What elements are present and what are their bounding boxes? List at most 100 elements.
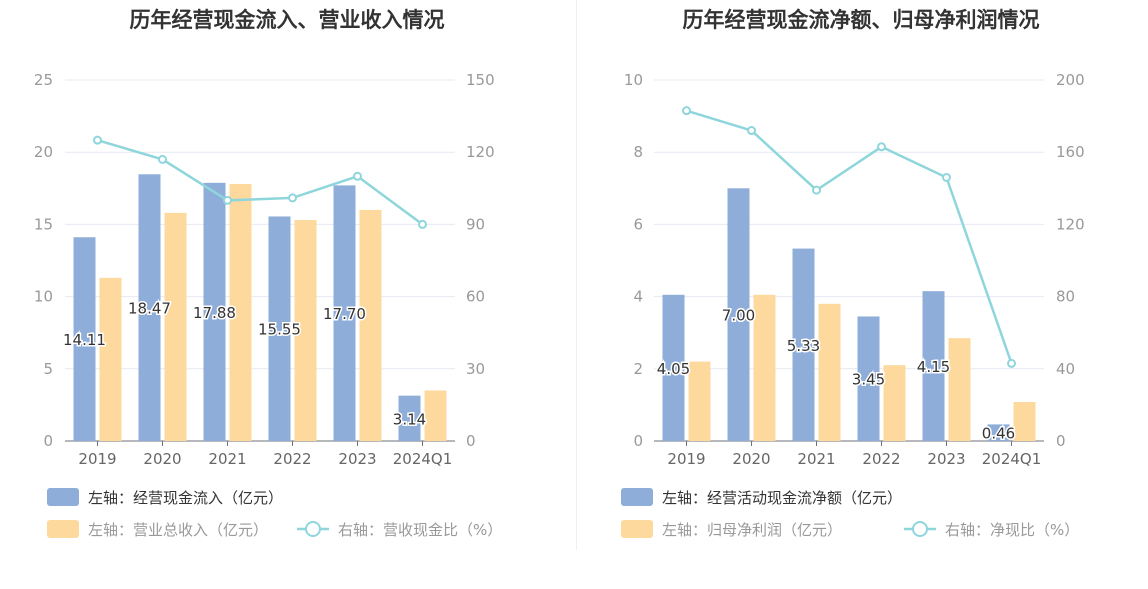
legend-label: 左轴：经营现金流入（亿元） <box>88 489 283 507</box>
right-axis-tick-label: 120 <box>1056 215 1085 233</box>
legend-label: 左轴：营业总收入（亿元） <box>88 521 268 539</box>
bar <box>294 220 317 441</box>
right-axis-tick-label: 120 <box>466 143 495 161</box>
bar <box>727 188 750 441</box>
x-axis-tick-label: 2020 <box>143 450 181 468</box>
panel-divider <box>576 0 577 550</box>
line-point <box>877 142 886 152</box>
bar <box>883 365 906 441</box>
bar <box>662 294 685 441</box>
bar <box>268 216 291 441</box>
legend-label: 右轴：营收现金比（%） <box>338 521 502 539</box>
line-point <box>418 219 427 229</box>
left-axis-tick-label: 6 <box>633 215 643 233</box>
legend-marker <box>912 521 928 537</box>
data-label: 14.11 <box>63 331 106 349</box>
chart-panel-cashflow-revenue: 历年经营现金流入、营业收入情况 0 0 5 30 10 60 15 90 20 120 25 150 2… <box>34 8 502 539</box>
right-axis-tick-label: 60 <box>466 288 485 306</box>
data-label: 15.55 <box>258 321 301 339</box>
x-axis-tick-label: 2019 <box>667 450 705 468</box>
bar <box>164 212 187 441</box>
bar <box>333 185 356 441</box>
data-label: 3.14 <box>393 410 426 428</box>
legend-label: 左轴：经营活动现金流净额（亿元） <box>662 489 902 507</box>
line-point <box>747 126 756 136</box>
left-axis-tick-label: 0 <box>43 432 53 450</box>
legend-label: 右轴：净现比（%） <box>945 521 1079 539</box>
chart-svg: 0 0 5 30 10 60 15 90 20 120 25 150 2019 2020 2021 2022 2… <box>34 71 502 539</box>
right-axis-tick-label: 80 <box>1056 288 1075 306</box>
bar <box>948 338 971 441</box>
line-point <box>1007 358 1016 368</box>
bar <box>922 291 945 441</box>
data-label: 17.88 <box>193 304 236 322</box>
bar <box>73 237 96 441</box>
legend-swatch <box>47 488 79 506</box>
left-axis-tick-label: 10 <box>34 288 53 306</box>
left-axis-tick-label: 25 <box>34 71 53 89</box>
data-label: 3.45 <box>852 371 885 389</box>
data-label: 17.70 <box>323 305 366 323</box>
chart-title: 历年经营现金流入、营业收入情况 <box>129 8 445 32</box>
data-label: 4.15 <box>917 358 950 376</box>
bar <box>359 209 382 441</box>
x-axis-tick-label: 2020 <box>732 450 770 468</box>
right-axis-tick-label: 200 <box>1056 71 1085 89</box>
data-label: 18.47 <box>128 300 171 318</box>
x-axis-tick-label: 2024Q1 <box>982 450 1042 468</box>
bar <box>424 390 447 441</box>
data-label: 5.33 <box>787 337 820 355</box>
line-point <box>223 195 232 205</box>
right-axis-tick-label: 90 <box>466 215 485 233</box>
right-axis-tick-label: 30 <box>466 360 485 378</box>
data-label: 4.05 <box>657 360 690 378</box>
data-label: 7.00 <box>722 307 755 325</box>
line-point <box>158 154 167 164</box>
left-axis-tick-label: 20 <box>34 143 53 161</box>
bar <box>1013 402 1036 441</box>
left-axis-tick-label: 5 <box>43 360 53 378</box>
right-axis-tick-label: 150 <box>466 71 495 89</box>
bar <box>688 361 711 441</box>
x-axis-tick-label: 2021 <box>208 450 246 468</box>
x-axis-tick-label: 2023 <box>927 450 965 468</box>
bar <box>818 303 841 441</box>
right-axis-tick-label: 40 <box>1056 360 1075 378</box>
legend-swatch <box>621 520 653 538</box>
bar <box>203 182 226 441</box>
bar <box>99 277 122 441</box>
x-axis-tick-label: 2019 <box>78 450 116 468</box>
bar <box>987 424 1010 441</box>
bar <box>753 294 776 441</box>
right-axis-tick-label: 0 <box>466 432 476 450</box>
left-axis-tick-label: 2 <box>633 360 643 378</box>
right-axis-tick-label: 160 <box>1056 143 1085 161</box>
line-point <box>93 135 102 145</box>
x-axis-tick-label: 2024Q1 <box>393 450 453 468</box>
legend-marker <box>305 521 321 537</box>
legend-label: 左轴：归母净利润（亿元） <box>662 521 842 539</box>
legend-swatch <box>47 520 79 538</box>
left-axis-tick-label: 15 <box>34 215 53 233</box>
x-axis-tick-label: 2022 <box>273 450 311 468</box>
bar <box>138 174 161 441</box>
left-axis-tick-label: 4 <box>633 288 643 306</box>
line-point <box>682 106 691 116</box>
bar <box>857 316 880 441</box>
line-point <box>942 172 951 182</box>
left-axis-tick-label: 0 <box>633 432 643 450</box>
x-axis-tick-label: 2021 <box>797 450 835 468</box>
chart-panel-netcash-profit: 历年经营现金流净额、归母净利润情况 0 0 2 40 4 80 6 120 8 160 10 200 2… <box>574 0 1148 589</box>
line-point <box>288 193 297 203</box>
legend-swatch <box>621 488 653 506</box>
right-axis-tick-label: 0 <box>1056 432 1066 450</box>
bar <box>792 248 815 441</box>
series-line <box>97 138 424 226</box>
line-point <box>812 185 821 195</box>
x-axis-tick-label: 2023 <box>338 450 376 468</box>
bar <box>398 395 421 441</box>
left-axis-tick-label: 8 <box>633 143 643 161</box>
series-line <box>686 109 1013 364</box>
chart-svg: 0 0 2 40 4 80 6 120 8 160 10 200 2019 2020 2021 2022 202… <box>621 71 1085 539</box>
x-axis-tick-label: 2022 <box>862 450 900 468</box>
